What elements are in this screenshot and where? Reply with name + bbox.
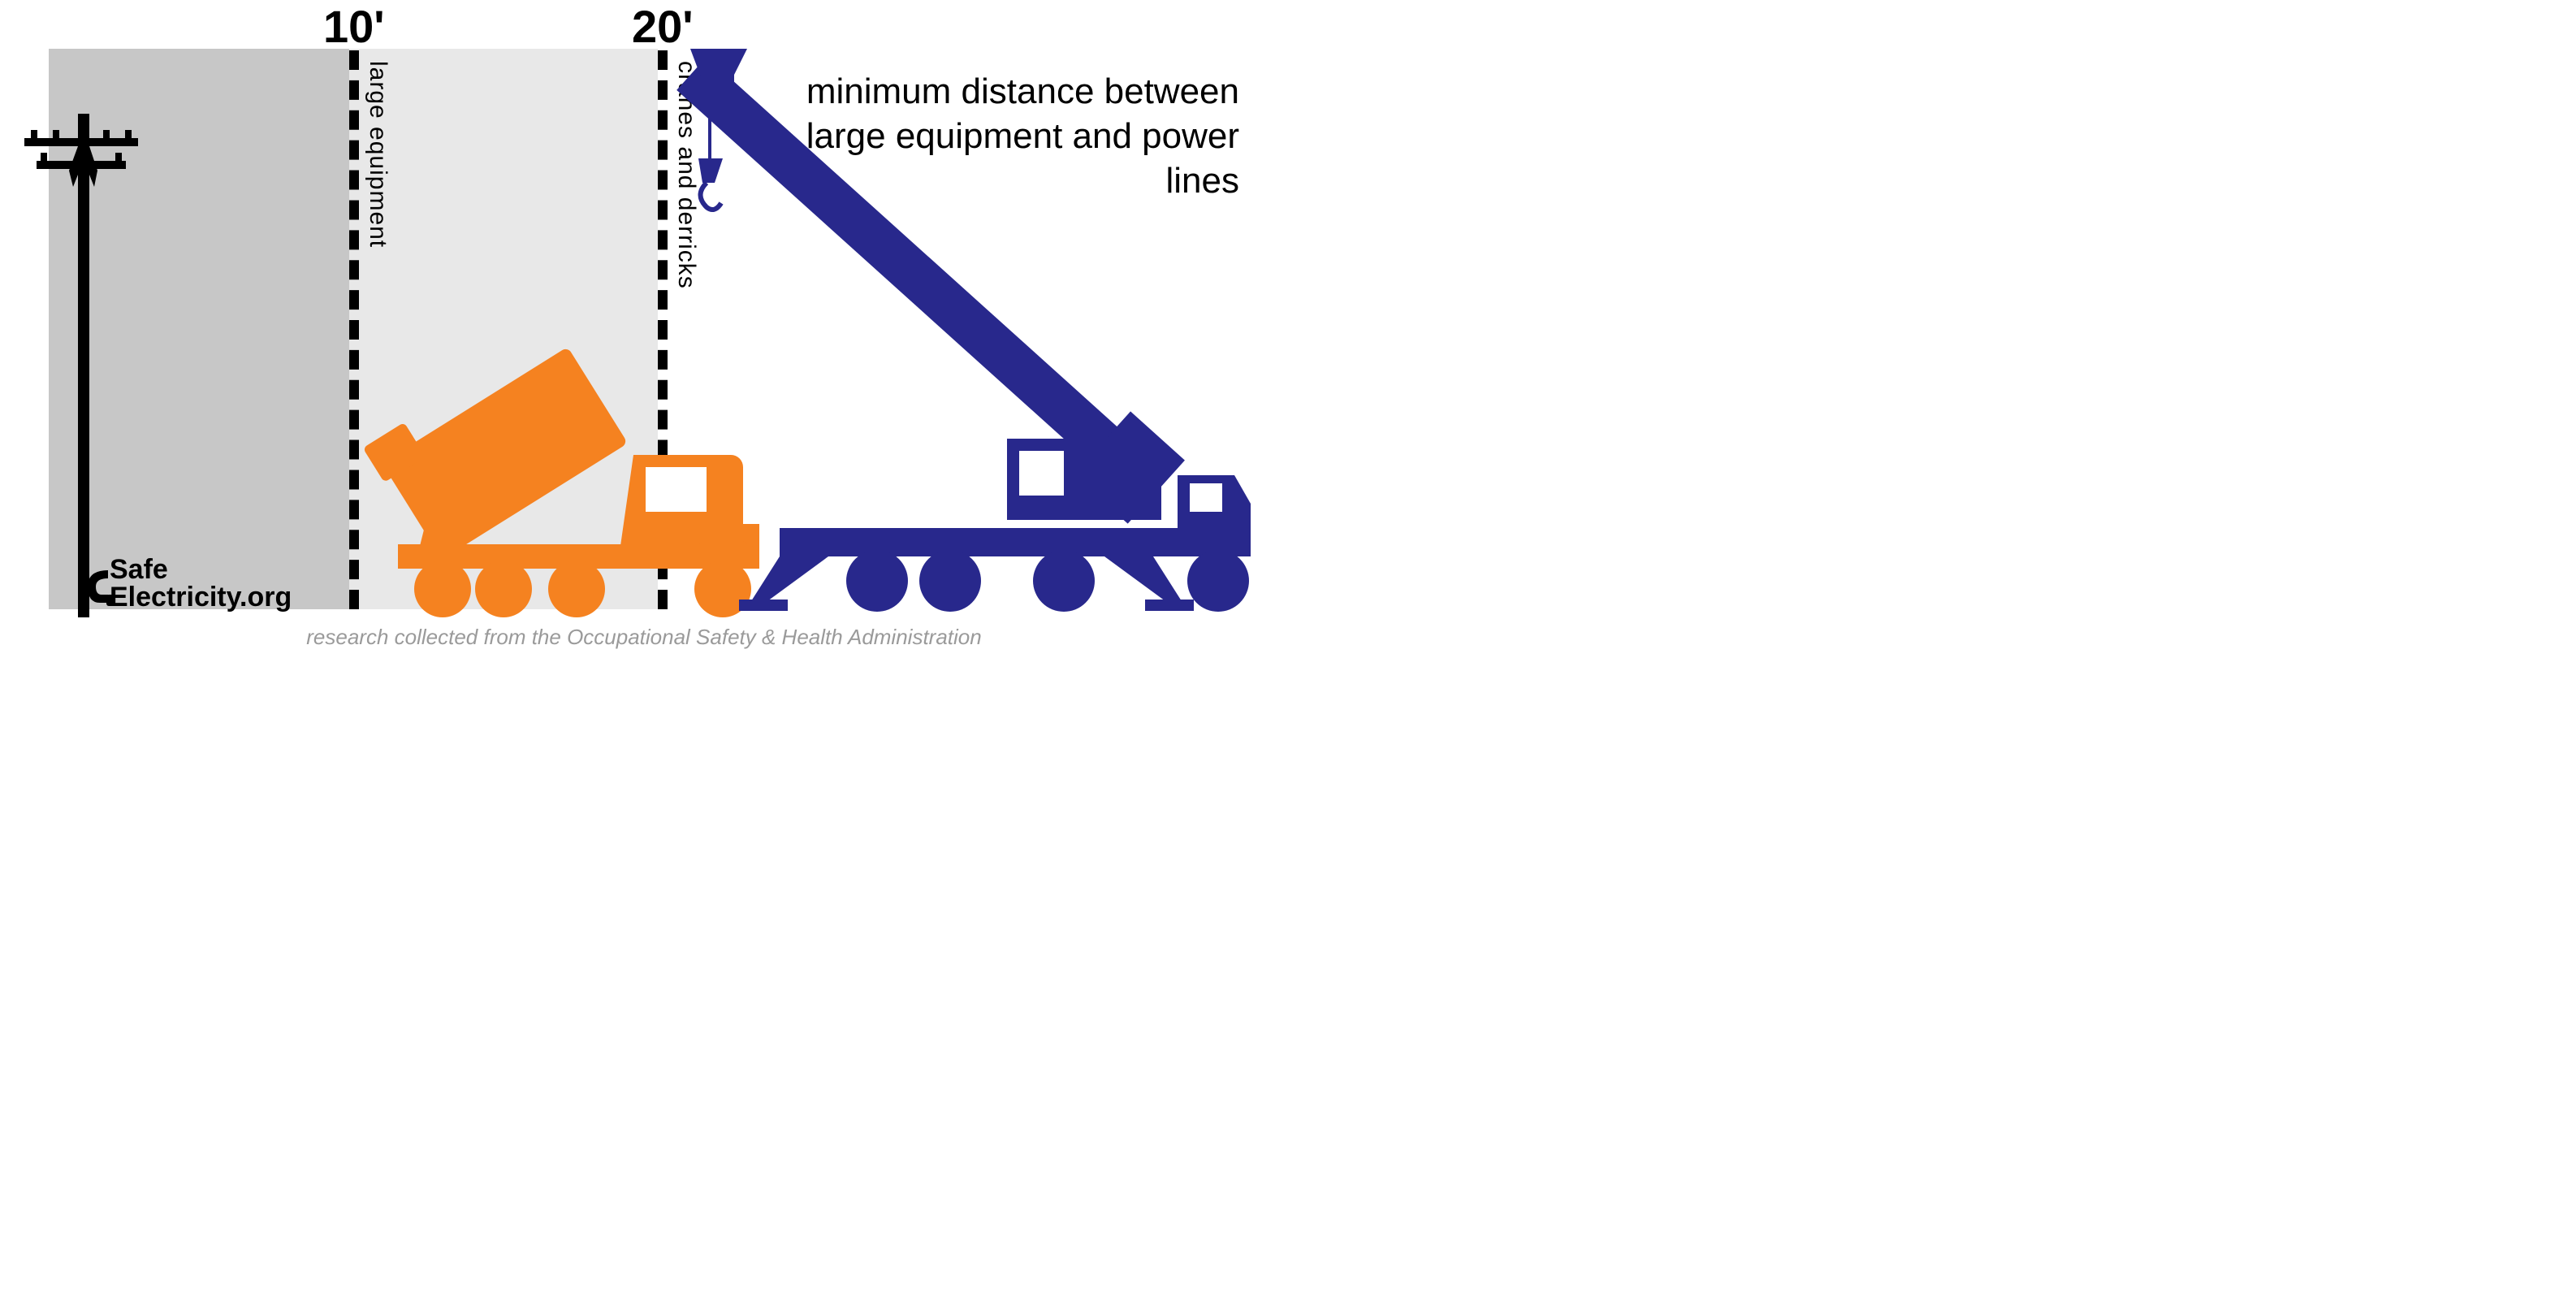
footer-citation: research collected from the Occupational…	[0, 625, 1288, 650]
plug-icon	[84, 562, 116, 611]
safe-electricity-logo: Safe Electricity.org	[110, 556, 292, 611]
power-pole-icon	[24, 114, 138, 617]
logo-line2: Electricity.org	[110, 583, 292, 611]
logo-line1: Safe	[110, 556, 292, 583]
distance-label-10ft: 10'	[323, 0, 385, 53]
safety-distance-diagram: 10' 20' large equipment cranes and derri…	[0, 0, 1288, 658]
vertical-label-large-equipment: large equipment	[364, 61, 391, 248]
crane-icon	[658, 32, 1259, 617]
